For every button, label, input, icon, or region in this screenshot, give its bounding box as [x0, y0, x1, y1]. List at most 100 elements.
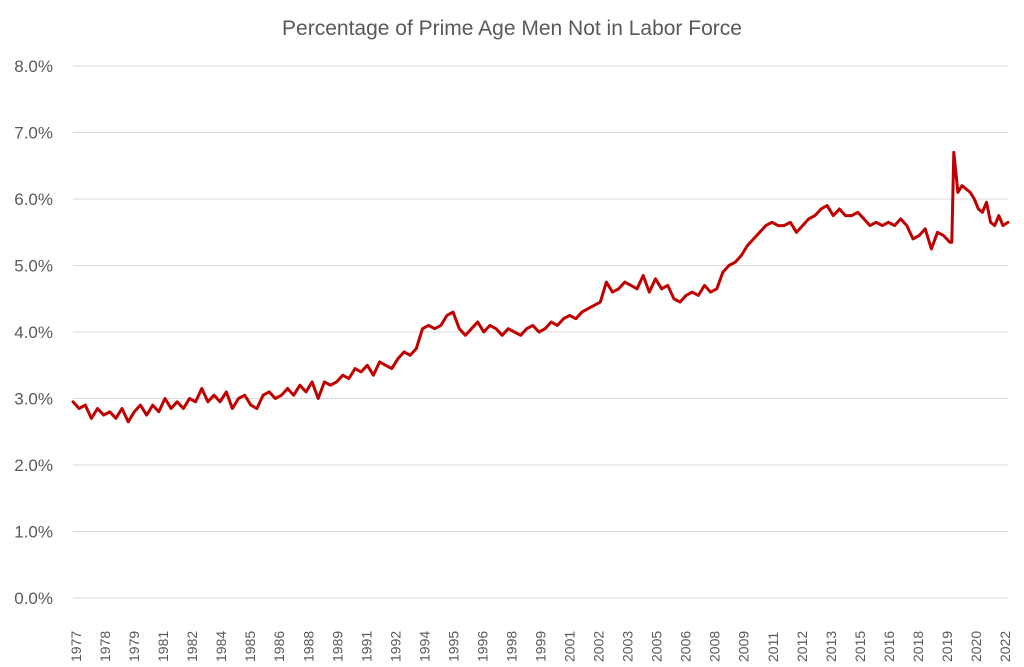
data-point — [1002, 225, 1004, 227]
data-point — [569, 315, 571, 317]
data-point — [103, 414, 105, 416]
y-tick-label: 8.0% — [14, 57, 53, 76]
data-point — [943, 235, 945, 237]
data-point — [563, 318, 565, 320]
x-tick-label: 1994 — [416, 631, 432, 662]
x-tick-label: 1977 — [68, 631, 84, 662]
data-point — [391, 368, 393, 370]
data-point — [140, 404, 142, 406]
data-point — [544, 328, 546, 330]
data-point — [373, 374, 375, 376]
data-point — [953, 152, 955, 154]
data-point — [84, 404, 86, 406]
data-point — [990, 221, 992, 223]
data-point — [845, 215, 847, 217]
data-point — [495, 328, 497, 330]
data-point — [900, 218, 902, 220]
data-point — [183, 408, 185, 410]
data-point — [820, 208, 822, 210]
x-tick-label: 1992 — [387, 631, 403, 662]
data-point — [514, 331, 516, 333]
data-point — [354, 368, 356, 370]
data-point — [994, 225, 996, 227]
data-point — [978, 208, 980, 210]
data-point — [477, 321, 479, 323]
data-point — [606, 281, 608, 283]
x-tick-label: 2003 — [620, 631, 636, 662]
data-point — [409, 354, 411, 356]
data-point — [293, 394, 295, 396]
x-tick-label: 1989 — [329, 631, 345, 662]
data-point — [446, 315, 448, 317]
data-point — [134, 411, 136, 413]
data-point — [244, 394, 246, 396]
data-point — [501, 335, 503, 337]
data-point — [299, 384, 301, 386]
y-tick-label: 4.0% — [14, 323, 53, 342]
data-point — [649, 291, 651, 293]
data-point — [969, 192, 971, 194]
data-point — [728, 265, 730, 267]
data-point — [667, 285, 669, 287]
data-point — [72, 401, 74, 403]
data-point — [256, 408, 258, 410]
data-point — [691, 291, 693, 293]
x-tick-label: 1991 — [358, 631, 374, 662]
data-point — [888, 221, 890, 223]
data-point — [961, 185, 963, 187]
data-point — [982, 212, 984, 214]
data-point — [937, 231, 939, 233]
x-tick-label: 2005 — [649, 631, 665, 662]
data-point — [832, 215, 834, 217]
data-point — [330, 384, 332, 386]
data-point — [808, 218, 810, 220]
data-point — [753, 238, 755, 240]
x-tick-label: 2001 — [562, 631, 578, 662]
data-point — [839, 208, 841, 210]
data-point — [452, 311, 454, 313]
data-point — [704, 285, 706, 287]
data-point — [225, 391, 227, 393]
data-point — [869, 225, 871, 227]
data-point — [679, 301, 681, 303]
data-point — [587, 308, 589, 310]
data-point — [305, 391, 307, 393]
data-point — [673, 298, 675, 300]
data-point — [336, 381, 338, 383]
x-tick-label: 1984 — [213, 631, 229, 662]
data-point — [802, 225, 804, 227]
data-point — [740, 255, 742, 257]
data-point — [526, 328, 528, 330]
data-point — [612, 291, 614, 293]
y-tick-label: 3.0% — [14, 390, 53, 409]
data-point — [931, 248, 933, 250]
data-point — [483, 331, 485, 333]
data-point — [765, 225, 767, 227]
data-point — [170, 408, 172, 410]
data-point — [557, 325, 559, 327]
data-point — [324, 381, 326, 383]
data-point — [655, 278, 657, 280]
data-point — [268, 391, 270, 393]
data-point — [593, 305, 595, 307]
data-point — [685, 295, 687, 297]
data-point — [698, 295, 700, 297]
data-point — [636, 288, 638, 290]
data-point — [882, 225, 884, 227]
data-point — [176, 401, 178, 403]
series-layer — [72, 152, 1009, 423]
data-point — [164, 398, 166, 400]
data-point — [262, 394, 264, 396]
data-point — [158, 411, 160, 413]
data-point — [777, 225, 779, 227]
data-point — [747, 245, 749, 247]
data-point — [121, 408, 123, 410]
data-point — [428, 325, 430, 327]
data-point — [379, 361, 381, 363]
data-point — [624, 281, 626, 283]
data-point — [115, 418, 117, 420]
y-tick-label: 5.0% — [14, 257, 53, 276]
data-point — [986, 202, 988, 204]
data-point — [790, 221, 792, 223]
data-point — [734, 261, 736, 263]
